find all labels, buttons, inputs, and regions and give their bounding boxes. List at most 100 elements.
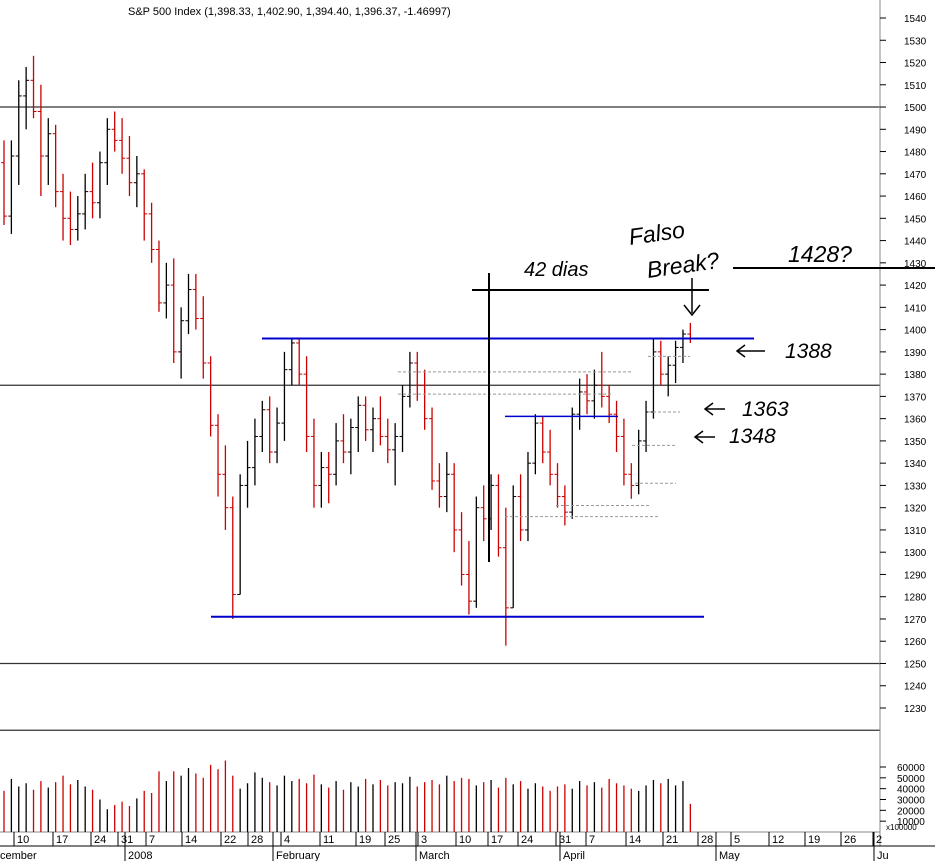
ohlc-bar [399, 385, 406, 453]
ohlc-bar [355, 396, 362, 453]
x-day-label: 17 [491, 834, 503, 846]
level-3-arrow-head [693, 430, 704, 444]
ohlc-bar [237, 474, 244, 595]
price-tick-label: 1340 [904, 459, 927, 470]
ohlc-bar [598, 351, 605, 408]
price-tick-label: 1520 [904, 59, 927, 70]
ohlc-bar [443, 452, 450, 513]
ohlc-bar [45, 118, 52, 185]
price-tick-label: 1530 [904, 36, 927, 47]
price-tick-label: 1280 [904, 593, 927, 604]
ohlc-bar [635, 429, 642, 495]
x-day-label: 28 [251, 834, 263, 846]
ohlc-bar [155, 240, 162, 312]
x-day-label: 17 [56, 834, 68, 846]
price-tick-label: 1470 [904, 170, 927, 181]
ohlc-bar [561, 485, 568, 526]
ohlc-bar [495, 474, 502, 557]
x-day-label: 19 [808, 834, 820, 846]
ohlc-bar [502, 507, 509, 646]
ohlc-bar [569, 407, 576, 519]
ohlc-bar [392, 423, 399, 486]
price-tick-label: 1360 [904, 415, 927, 426]
down-arrow-head [683, 304, 701, 317]
x-day-label: 10 [459, 834, 471, 846]
price-tick-label: 1330 [904, 481, 927, 492]
volume-tick-label: 20000 [897, 806, 925, 817]
price-tick-label: 1240 [904, 682, 927, 693]
ohlc-bar [532, 414, 539, 475]
volume-tick-label: 30000 [897, 796, 925, 807]
ohlc-bar [23, 66, 30, 130]
ohlc-bar [362, 396, 369, 441]
ohlc-bar [74, 196, 81, 241]
ohlc-bar [119, 118, 126, 174]
x-day-label: 14 [629, 834, 641, 846]
x-day-label: 14 [185, 834, 197, 846]
ohlc-bar [244, 440, 251, 508]
ohlc-bar [296, 338, 303, 386]
price-tick-label: 1430 [904, 259, 927, 270]
ohlc-bar [576, 378, 583, 430]
ohlc-bar [628, 463, 635, 499]
price-tick-label: 1300 [904, 548, 927, 559]
x-month-label: February [276, 850, 321, 861]
x-month-label: March [419, 850, 450, 861]
x-day-label: 26 [844, 834, 856, 846]
ohlc-bar [451, 463, 458, 553]
x-day-label: 7 [589, 834, 595, 846]
ohlc-bar [215, 414, 222, 497]
price-tick-label: 1230 [904, 704, 927, 715]
ohlc-bar [429, 407, 436, 490]
price-tick-label: 1250 [904, 659, 927, 670]
price-tick-label: 1460 [904, 192, 927, 203]
x-day-label: 5 [734, 834, 740, 846]
price-tick-label: 1390 [904, 348, 927, 359]
ohlc-bar [436, 463, 443, 508]
price-tick-label: 1510 [904, 81, 927, 92]
ohlc-bar [170, 258, 177, 363]
ohlc-bar [1, 140, 7, 225]
ohlc-bar [347, 418, 354, 475]
volume-tick-label: 60000 [897, 763, 925, 774]
x-day-label: 24 [521, 834, 533, 846]
level-1-arrow-head [735, 344, 746, 358]
ohlc-bar [377, 396, 384, 446]
price-tick-label: 1400 [904, 326, 927, 337]
ohlc-bar [310, 418, 317, 508]
x-day-label: 4 [284, 834, 290, 846]
x-day-label: 2 [876, 834, 882, 846]
volume-tick-label: 40000 [897, 785, 925, 796]
x-day-label: 11 [323, 834, 334, 846]
annotation-level-1: 1388 [785, 340, 832, 363]
x-day-label: 3 [421, 834, 427, 846]
ohlc-bar [30, 55, 37, 119]
x-day-label: 31 [121, 834, 133, 846]
ohlc-bar [414, 351, 421, 401]
price-tick-label: 1490 [904, 125, 927, 136]
ohlc-bar [510, 485, 517, 609]
ohlc-bar [480, 485, 487, 542]
volume-tick-label: 10000 [897, 817, 925, 828]
ohlc-bar [547, 429, 554, 486]
x-month-label: cember [0, 850, 37, 861]
ohlc-bar [148, 202, 155, 263]
volume-unit-label: x100000 [886, 823, 917, 832]
ohlc-bar [200, 296, 207, 379]
ohlc-bar [52, 124, 59, 208]
ohlc-bar [281, 351, 288, 441]
ohlc-bar [37, 84, 44, 197]
ohlc-bar [251, 418, 258, 486]
annotation-level-2: 1363 [742, 398, 789, 421]
ohlc-bar [665, 356, 672, 397]
x-day-label: 7 [149, 834, 155, 846]
ohlc-bar [163, 262, 170, 319]
ohlc-bar [421, 369, 428, 430]
ohlc-bar [584, 374, 591, 415]
volume-tick-label: 50000 [897, 774, 925, 785]
ohlc-bar [222, 445, 229, 530]
ohlc-bar [178, 307, 185, 379]
level-2-arrow-head [703, 402, 714, 416]
ohlc-bar [613, 400, 620, 453]
